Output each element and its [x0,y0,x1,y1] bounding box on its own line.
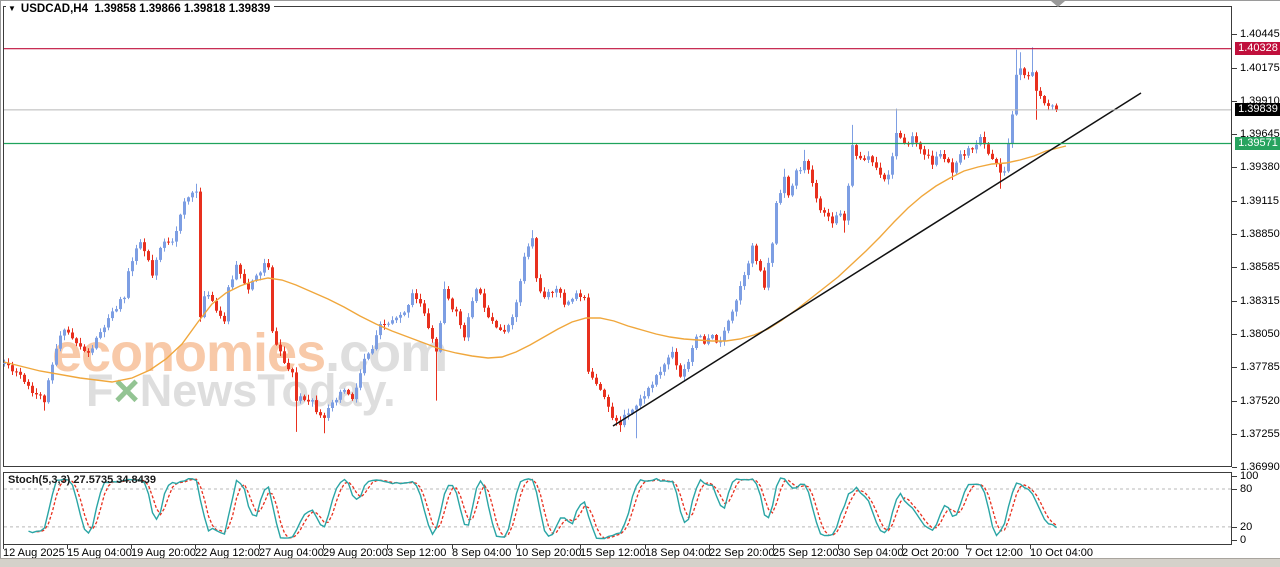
symbol-label: USDCAD,H4 [20,3,89,15]
ohlc-values: 1.39858 1.39866 1.39818 1.39839 [94,3,271,15]
chart-shift-marker-icon[interactable] [1051,1,1065,7]
price-tick-label: 1.37255 [1240,428,1280,440]
price-badge-resistance: 1.40328 [1235,42,1280,55]
price-tick-label: 1.36990 [1240,461,1280,473]
price-tick-label: 1.39115 [1240,195,1279,207]
time-tick [323,545,324,549]
price-tick [1232,167,1237,168]
time-tick [259,545,260,549]
symbol-dropdown-icon[interactable]: ▼ [8,4,16,13]
price-badge-support: 1.39571 [1235,137,1280,150]
stochastic-panel[interactable] [3,472,1232,545]
price-tick [1232,467,1237,468]
time-tick [709,545,710,549]
price-badge-current-price: 1.39839 [1235,103,1280,116]
time-tick-label: 30 Sep 04:00 [838,547,904,559]
time-tick [131,545,132,549]
stoch-scale-label: 100 [1240,470,1259,482]
price-tick [1232,267,1237,268]
window-bottom-chrome [0,558,1280,567]
price-tick [1232,334,1237,335]
price-tick-label: 1.38850 [1240,228,1280,240]
window-top-edge [0,0,1280,1]
price-tick [1232,68,1237,69]
price-tick [1232,201,1237,202]
time-tick-label: 22 Aug 12:00 [195,547,260,559]
stoch-scale-tick [1232,540,1237,541]
price-tick-label: 1.39380 [1240,161,1280,173]
stoch-scale-tick [1232,527,1237,528]
indicator-label: Stoch(5,3,3) 27.5735 34.8439 [8,474,157,486]
price-tick-label: 1.40445 [1240,28,1280,40]
time-tick [580,545,581,549]
stoch-scale-label: 80 [1240,483,1253,495]
time-tick [1030,545,1031,549]
price-tick [1232,301,1237,302]
time-tick [195,545,196,549]
price-tick [1232,234,1237,235]
stoch-k-value: 27.5735 [73,474,114,486]
price-tick [1232,134,1237,135]
price-tick-label: 1.37520 [1240,395,1280,407]
time-tick-label: 19 Aug 20:00 [131,547,196,559]
time-tick-label: 10 Sep 20:00 [516,547,582,559]
time-tick [902,545,903,549]
price-tick [1232,101,1237,102]
time-tick [3,545,4,549]
stoch-scale-label: 20 [1240,521,1253,533]
stoch-scale-label: 0 [1240,534,1247,546]
time-tick-label: 2 Oct 20:00 [902,547,959,559]
time-tick [773,545,774,549]
price-tick-label: 1.37785 [1240,361,1280,373]
time-tick [67,545,68,549]
time-tick [387,545,388,549]
price-tick-label: 1.38585 [1240,261,1280,273]
time-tick [452,545,453,549]
price-tick [1232,367,1237,368]
time-tick-label: 15 Aug 04:00 [67,547,132,559]
time-tick-label: 7 Oct 12:00 [966,547,1023,559]
window-left-edge [0,0,1,567]
price-tick [1232,34,1237,35]
time-tick-label: 27 Aug 04:00 [259,547,324,559]
stoch-d-value: 34.8439 [116,474,157,486]
time-tick-label: 15 Sep 12:00 [580,547,646,559]
time-tick-label: 8 Sep 04:00 [452,547,512,559]
stoch-scale-tick [1232,476,1237,477]
time-tick-label: 29 Aug 20:00 [323,547,388,559]
time-tick-label: 12 Aug 2025 [3,547,65,559]
price-tick [1232,401,1237,402]
time-tick-label: 22 Sep 20:00 [709,547,775,559]
price-tick-label: 1.38315 [1240,295,1280,307]
chart-title[interactable]: ▼ USDCAD,H4 1.39858 1.39866 1.39818 1.398… [6,2,275,16]
price-tick-label: 1.38050 [1240,328,1280,340]
time-tick-label: 10 Oct 04:00 [1030,547,1093,559]
time-tick [966,545,967,549]
price-tick-label: 1.40175 [1240,62,1280,74]
stoch-scale-tick [1232,489,1237,490]
time-tick [838,545,839,549]
time-tick-label: 25 Sep 12:00 [773,547,839,559]
price-tick [1232,434,1237,435]
price-chart-panel[interactable] [3,6,1232,467]
time-tick-label: 3 Sep 12:00 [387,547,447,559]
time-tick-label: 18 Sep 04:00 [645,547,711,559]
time-tick [645,545,646,549]
time-tick [516,545,517,549]
